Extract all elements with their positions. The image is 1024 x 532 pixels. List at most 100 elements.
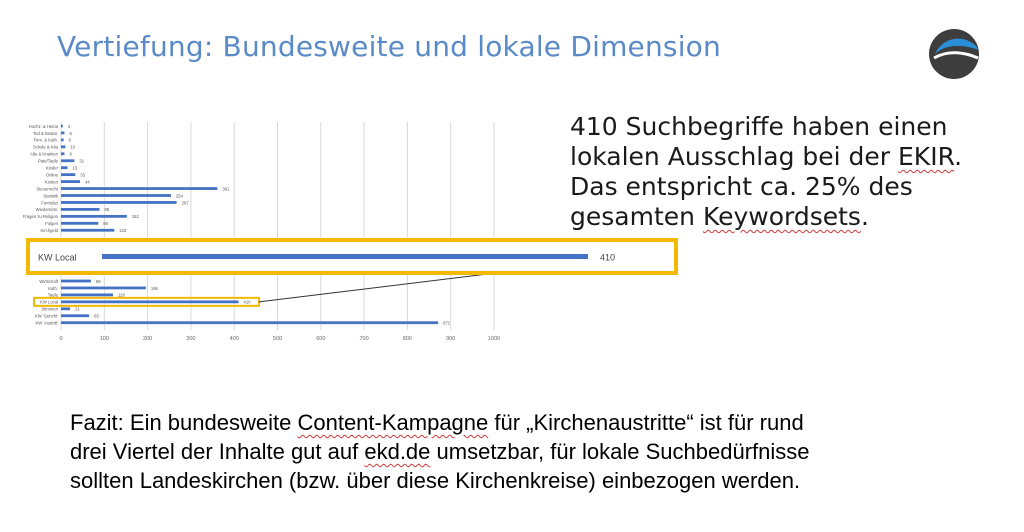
category-label: Folgen	[45, 221, 58, 226]
data-label: 31	[79, 159, 84, 164]
category-label: Online	[46, 172, 59, 177]
x-tick-label: 700	[360, 336, 369, 342]
category-label: Wirtschaft	[39, 279, 58, 284]
key-statement-text: EKIR	[898, 142, 955, 171]
bar	[61, 321, 439, 325]
key-statement-line: Das entspricht ca. 25% des	[570, 172, 913, 201]
x-tick-label: 200	[143, 336, 152, 342]
data-label: 267	[182, 200, 190, 205]
bar	[61, 300, 239, 304]
bar	[61, 152, 65, 156]
data-label: 10	[70, 145, 75, 150]
category-label: Kosten	[45, 179, 59, 184]
conclusion-line: Fazit: Ein bundesweite Content-Kampagne …	[70, 408, 810, 437]
data-label: 120	[118, 293, 126, 298]
conclusion-text: Fazit: Ein bundesweite Content-Kampagne …	[70, 408, 810, 495]
key-statement-line: lokalen Ausschlag bei der EKIR.	[570, 142, 962, 172]
category-label: Kinder	[46, 166, 59, 171]
bar	[61, 145, 66, 149]
conclusion-text: Fazit: Ein bundesweite	[70, 410, 298, 435]
category-label: Taufe	[48, 293, 59, 298]
x-tick-label: 400	[230, 336, 239, 342]
bar	[61, 173, 76, 177]
conclusion-text: Content-Kampagne	[297, 410, 489, 435]
x-tick-label: 1000	[488, 336, 500, 342]
category-label: Stimmen	[41, 307, 58, 312]
key-statement-text: Keywordsets	[702, 202, 861, 231]
bar	[61, 131, 65, 135]
key-statement-text: gesamten	[570, 202, 703, 231]
data-label: 69	[96, 279, 101, 284]
data-label: 152	[132, 214, 140, 219]
bar	[61, 208, 100, 211]
conclusion-line: sollten Landeskirchen (bzw. über diese K…	[70, 466, 810, 495]
x-tick-label: 900	[446, 336, 455, 342]
key-statement-text: .	[860, 202, 869, 231]
x-tick-label: 0	[59, 336, 62, 342]
x-tick-label: 100	[100, 336, 109, 342]
data-label: 86	[103, 221, 108, 226]
bar	[61, 228, 115, 232]
bar	[61, 221, 99, 225]
category-label: Steuerrecht	[36, 186, 58, 191]
category-label: KW 'Austritt'	[35, 321, 58, 326]
category-label: KW 'Gericht'	[35, 314, 58, 319]
category-label: Kirchgeld	[41, 228, 59, 233]
circle-logo-icon	[929, 29, 979, 79]
data-label: 871	[443, 321, 451, 326]
category-label: Kath.	[48, 286, 58, 291]
data-label: 6	[69, 138, 72, 143]
bar	[61, 124, 63, 128]
data-label: 196	[151, 286, 159, 291]
page-title: Vertiefung: Bundesweite und lokale Dimen…	[57, 30, 721, 63]
bar	[61, 314, 90, 318]
conclusion-text: für „Kirchenaustritte“ ist für rund	[488, 410, 804, 435]
category-label: Wiedereintr.	[36, 207, 58, 212]
category-label: Statistik	[43, 193, 59, 198]
category-label: Tod & Bestat.	[33, 131, 58, 136]
category-label: Formular	[41, 200, 58, 205]
bar	[61, 293, 113, 297]
bar	[61, 187, 218, 190]
bar	[61, 286, 146, 290]
bar	[61, 180, 81, 183]
bar	[61, 279, 91, 283]
x-tick-label: 800	[403, 336, 412, 342]
conclusion-text: drei Viertel der Inhalte gut auf	[70, 439, 365, 464]
zoom-connector	[258, 270, 513, 303]
key-statement-text: .	[954, 142, 963, 171]
category-label: Pate/Taufe	[38, 159, 59, 164]
bar	[61, 166, 68, 170]
conclusion-line: drei Viertel der Inhalte gut auf ekd.de …	[70, 437, 810, 466]
bar	[61, 201, 177, 204]
key-statement-line: gesamten Keywordsets.	[570, 202, 962, 232]
highlight-bar	[102, 254, 588, 259]
data-label: 8	[69, 131, 72, 136]
category-label: Hochz. & Heirat	[29, 124, 59, 129]
x-tick-label: 500	[273, 336, 282, 342]
conclusion-text: sollten Landeskirchen (bzw. über diese K…	[70, 468, 801, 493]
bar	[61, 307, 71, 311]
data-label: 33	[80, 172, 85, 177]
bar	[61, 194, 171, 197]
data-label: 4	[68, 124, 71, 129]
data-label: 21	[75, 307, 80, 312]
x-tick-label: 300	[186, 336, 195, 342]
data-label: 123	[119, 228, 127, 233]
data-label: 410	[244, 300, 252, 305]
highlight-value: 410	[600, 253, 615, 263]
bar	[61, 138, 64, 142]
data-label: 44	[85, 179, 90, 184]
conclusion-text: ekd.de	[364, 439, 431, 464]
bar	[61, 214, 127, 218]
data-label: 361	[222, 186, 230, 191]
data-label: 254	[176, 193, 184, 198]
category-label: Schule & Kita	[33, 145, 59, 150]
conclusion-text: umsetzbar, für lokale Suchbedürfnisse	[430, 439, 810, 464]
highlight-label: KW Local	[38, 253, 77, 263]
x-tick-label: 600	[316, 336, 325, 342]
category-label: Alte & Kranken	[30, 152, 59, 157]
data-label: 89	[105, 207, 110, 212]
key-statement: 410 Suchbegriffe haben einen lokalen Auss…	[570, 112, 962, 232]
